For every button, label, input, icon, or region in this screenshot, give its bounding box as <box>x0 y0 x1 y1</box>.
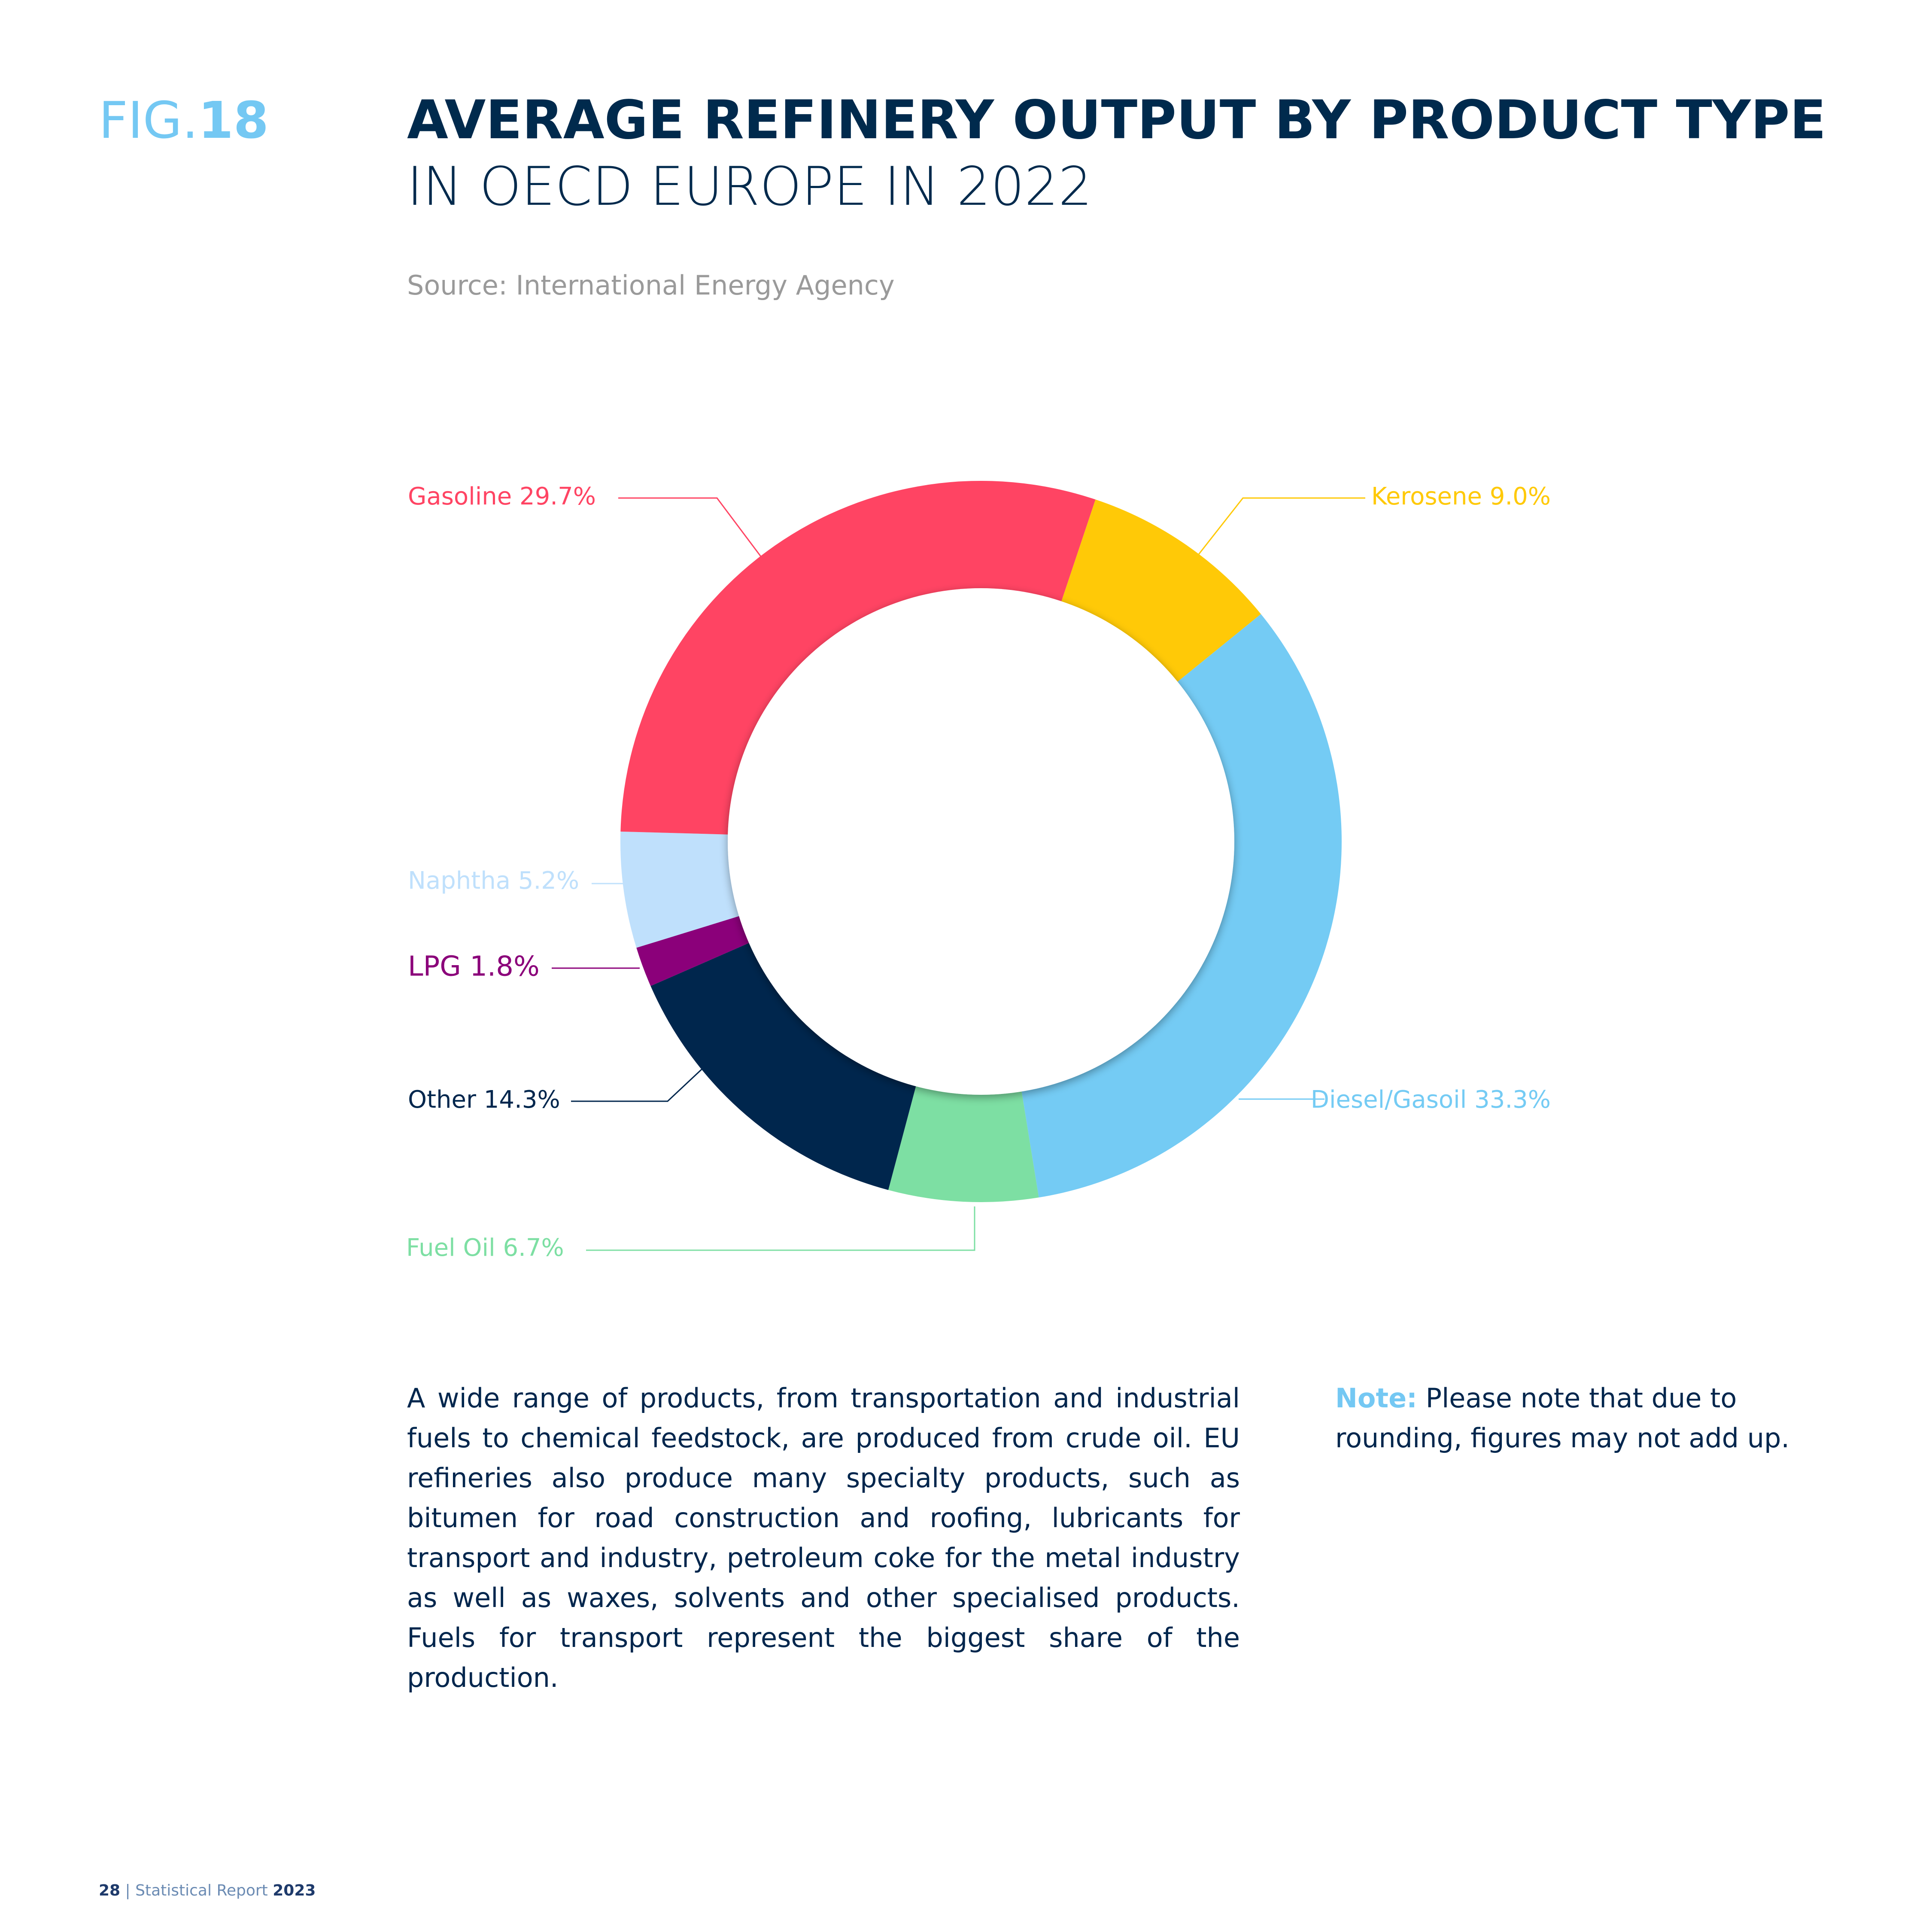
leader-line-other <box>571 1068 703 1102</box>
note-label: Note: <box>1335 1382 1417 1414</box>
data-label-naphtha: Naphtha 5.2% <box>408 867 579 895</box>
chart-title: AVERAGE REFINERY OUTPUT BY PRODUCT TYPE <box>407 89 1826 151</box>
data-label-other: Other 14.3% <box>408 1086 560 1114</box>
leader-line-kerosene <box>1195 497 1365 559</box>
figure-prefix: FIG. <box>99 91 198 150</box>
note: Note: Please note that due to rounding, … <box>1335 1378 1829 1458</box>
chart-subtitle: IN OECD EUROPE IN 2022 <box>407 156 1092 218</box>
data-label-kerosene: Kerosene 9.0% <box>1371 483 1551 510</box>
note-text: Please note that due to rounding, figure… <box>1335 1382 1790 1454</box>
figure-number: FIG.18 <box>99 90 269 150</box>
data-label-lpg: LPG 1.8% <box>408 951 540 983</box>
figure-number-value: 18 <box>198 91 269 150</box>
data-label-fuel-oil: Fuel Oil 6.7% <box>406 1234 564 1262</box>
footer-separator: | <box>120 1882 136 1899</box>
donut-hole <box>728 588 1234 1095</box>
leader-line-gasoline <box>618 497 763 559</box>
report-name: Statistical Report <box>135 1882 273 1899</box>
data-label-diesel-gasoil: Diesel/Gasoil 33.3% <box>1311 1086 1551 1114</box>
report-year: 2023 <box>273 1882 316 1899</box>
page-number: 28 <box>99 1882 121 1899</box>
chart-source: Source: International Energy Agency <box>407 270 895 301</box>
page-footer: 28 | Statistical Report 2023 <box>99 1881 316 1900</box>
data-label-gasoline: Gasoline 29.7% <box>408 483 596 510</box>
leader-line-fuel-oil <box>586 1206 975 1251</box>
body-paragraph: A wide range of products, from transport… <box>407 1382 1240 1693</box>
